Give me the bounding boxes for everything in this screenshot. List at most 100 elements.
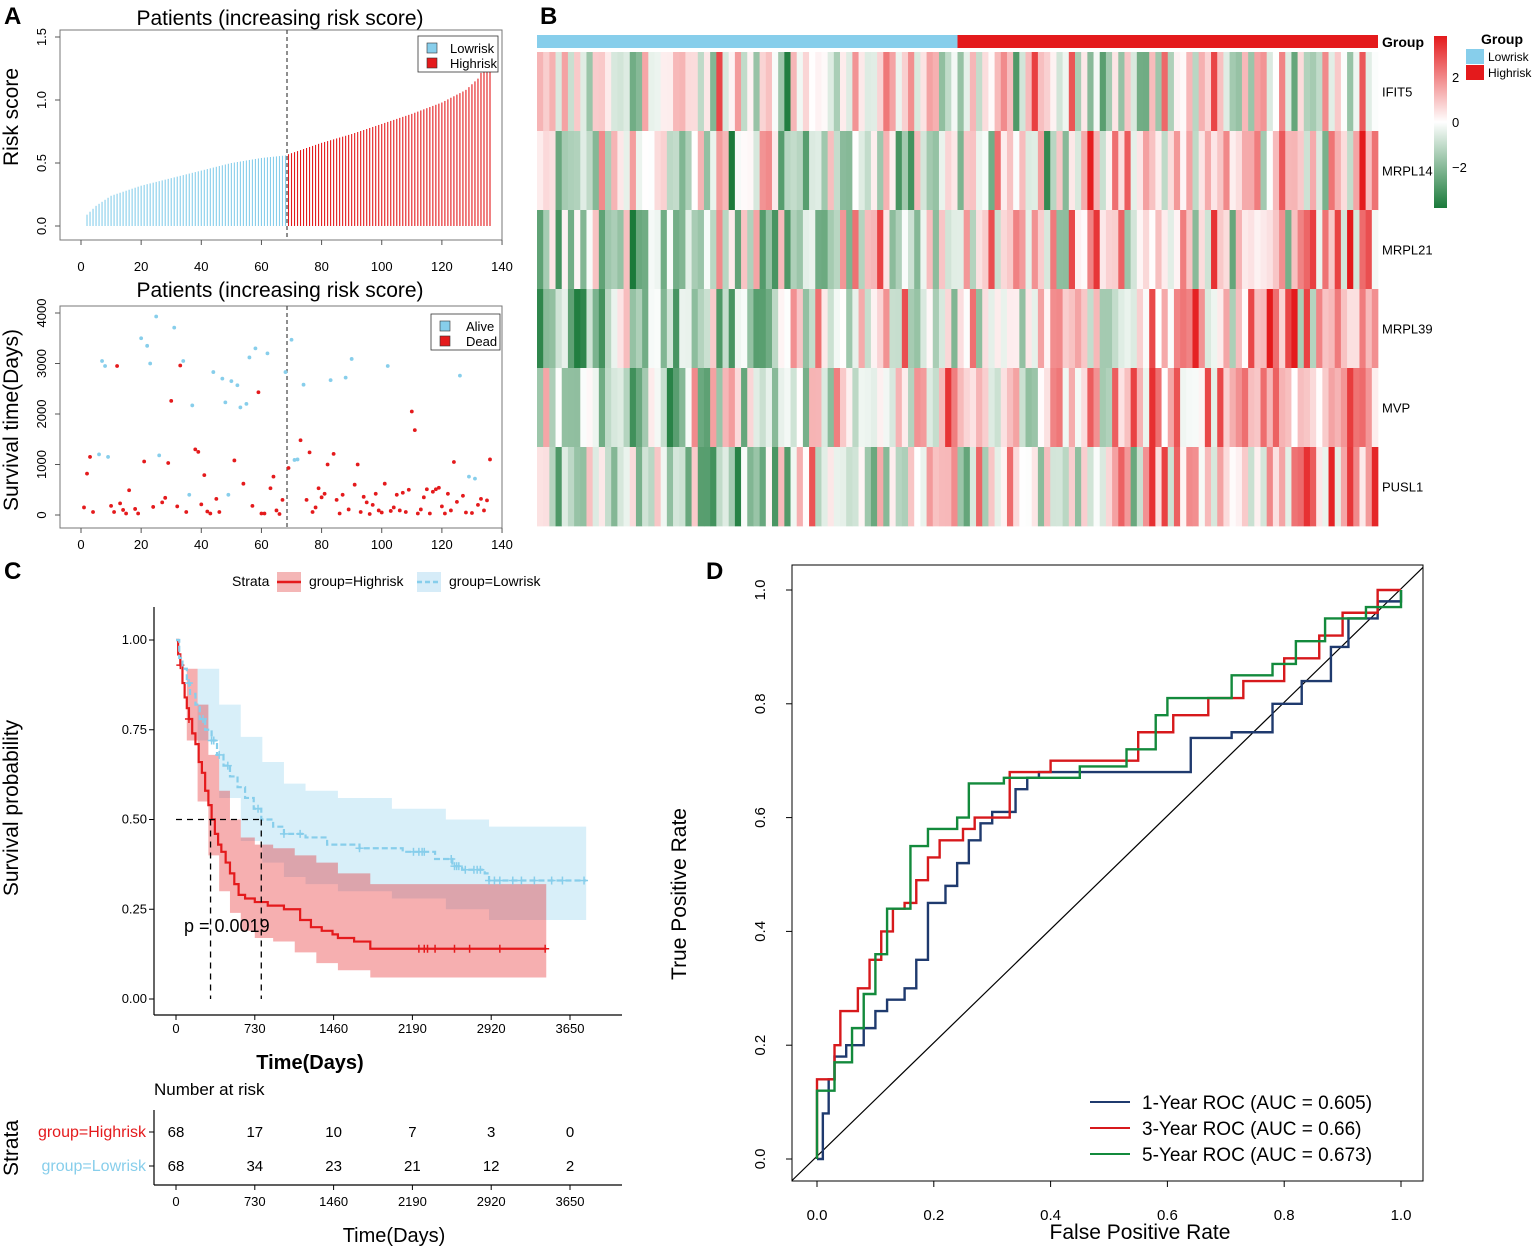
heatmap-cell	[938, 52, 946, 132]
heatmap-cell	[852, 289, 859, 369]
heatmap-cell	[654, 368, 662, 448]
x-tick-label: 120	[431, 259, 453, 274]
survival-point	[400, 490, 405, 495]
heatmap-cell	[716, 210, 723, 290]
risk-table-cell: 0	[566, 1124, 574, 1141]
heatmap-cell	[1204, 368, 1212, 448]
survival-point	[193, 447, 198, 452]
x-tick-label: 1460	[319, 1021, 348, 1036]
heatmap-cell	[1099, 447, 1107, 527]
heatmap-cell	[710, 131, 717, 211]
survival-point	[346, 507, 351, 512]
heatmap-cell	[1235, 368, 1243, 448]
heatmap-cell	[1167, 210, 1175, 290]
heatmap-cell	[734, 210, 742, 290]
km-legend-label-high: group=Highrisk	[309, 573, 405, 589]
heatmap-cell	[666, 52, 674, 132]
roc-frame	[791, 564, 1424, 1182]
y-tick-label: 0.6	[752, 807, 769, 828]
survival-point	[112, 510, 116, 514]
heatmap-cell	[901, 289, 909, 369]
heatmap-cell	[1118, 289, 1125, 369]
survival-point	[97, 452, 101, 457]
survival-point	[452, 460, 456, 464]
heatmap-cell	[623, 447, 631, 527]
heatmap-cell	[1254, 131, 1261, 211]
heatmap-cell	[1000, 447, 1008, 527]
heatmap-cell	[703, 368, 711, 448]
heatmap-cells	[537, 52, 1379, 527]
risk-score-chart: Patients (increasing risk score) Risk sc…	[0, 7, 513, 274]
heatmap-cell	[555, 131, 563, 211]
survival-point	[142, 459, 147, 464]
heatmap-cell	[635, 52, 643, 132]
heatmap-cell	[883, 289, 890, 369]
survival-point	[301, 382, 306, 387]
heatmap-cell	[1297, 210, 1305, 290]
heatmap-cell	[611, 210, 618, 290]
heatmap-cell	[889, 52, 897, 132]
heatmap-cell	[809, 447, 816, 527]
survival-time-chart: Patients (increasing risk score) Surviva…	[0, 279, 513, 552]
heatmap-cell	[1371, 289, 1379, 369]
heatmap-cell	[1204, 210, 1212, 290]
heatmap-cell	[1303, 447, 1311, 527]
heatmap-cell	[1000, 210, 1008, 290]
heatmap-cell	[1211, 289, 1218, 369]
x-tick-label: 20	[134, 259, 148, 274]
panel-label-a: A	[4, 3, 21, 30]
heatmap-cell	[1044, 131, 1051, 211]
survival-point	[121, 508, 126, 512]
heatmap-cell	[1155, 210, 1162, 290]
roc-legend-label-1: 1-Year ROC (AUC = 0.605)	[1142, 1093, 1372, 1114]
heatmap-cell	[666, 289, 674, 369]
heatmap-cell	[673, 210, 680, 290]
heatmap-cell	[1031, 131, 1039, 211]
heatmap-cell	[1087, 368, 1094, 448]
heatmap-cell	[1025, 368, 1033, 448]
survival-point	[217, 510, 222, 514]
heatmap-cell	[908, 131, 915, 211]
heatmap-cell	[598, 447, 606, 527]
heatmap-cell	[1062, 210, 1070, 290]
x-tick-label: 40	[194, 259, 208, 274]
heatmap-cell	[889, 289, 897, 369]
heatmap-legend-label-highrisk: Highrisk	[1488, 66, 1532, 80]
heatmap-cell	[605, 368, 612, 448]
heatmap-cell	[759, 289, 767, 369]
heatmap-cell	[809, 52, 816, 132]
x-tick-label: 3650	[556, 1021, 585, 1036]
heatmap-cell	[728, 210, 736, 290]
heatmap-cell	[1136, 368, 1144, 448]
legend-swatch-lowrisk	[426, 42, 438, 54]
heatmap-cell	[908, 447, 915, 527]
heatmap-cell	[611, 368, 618, 448]
heatmap-cell	[1279, 368, 1286, 448]
heatmap-cell	[982, 210, 989, 290]
heatmap-cell	[1359, 52, 1366, 132]
heatmap-cell	[1155, 131, 1162, 211]
heatmap-cell	[988, 210, 995, 290]
heatmap-cell	[932, 447, 940, 527]
roc-chart: 0.0 0.2 0.4 0.6 0.8 1.0 0.0 0.2 0.4 0.6 0.8 1.0 1-Y…	[668, 564, 1424, 1244]
heatmap-cell	[574, 447, 581, 527]
survival-point	[304, 497, 309, 502]
heatmap-cell	[1155, 447, 1162, 527]
heatmap-cell	[982, 289, 989, 369]
survival-point	[421, 495, 426, 500]
heatmap-cell	[1303, 131, 1311, 211]
heatmap-cell	[561, 52, 569, 132]
heatmap-cell	[1173, 131, 1181, 211]
survival-point	[244, 402, 249, 406]
heatmap-cell	[1359, 368, 1366, 448]
heatmap-cell	[629, 210, 637, 290]
heatmap-cell	[654, 131, 662, 211]
heatmap-cell	[673, 447, 680, 527]
heatmap-cell	[716, 131, 723, 211]
heatmap-cell	[1223, 447, 1230, 527]
heatmap-cell	[1211, 447, 1218, 527]
heatmap-cell	[623, 289, 631, 369]
heatmap-cell	[703, 210, 711, 290]
heatmap-cell	[1050, 447, 1057, 527]
x-tick-label: 60	[254, 537, 268, 552]
